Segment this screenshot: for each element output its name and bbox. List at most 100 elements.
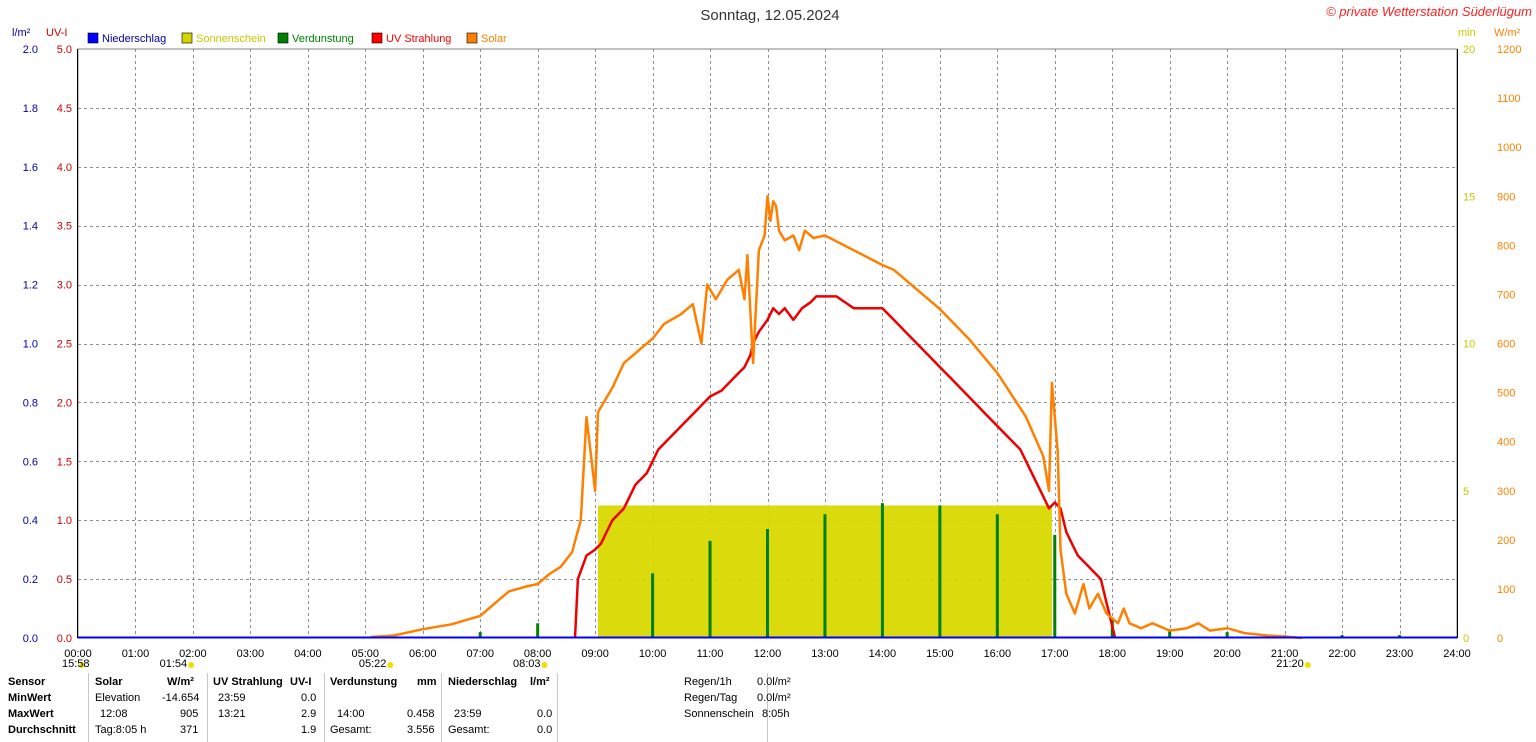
evap-max-time: 14:00 (337, 708, 365, 720)
solar-min-label: Elevation (95, 692, 141, 704)
marker-label: 15:58 (62, 658, 90, 670)
uv-avg-value: 1.9 (301, 724, 317, 736)
marker-label: 01:54 (160, 658, 188, 670)
solar-max-time: 12:08 (100, 708, 128, 720)
uv-max-time: 13:21 (218, 708, 246, 720)
solar-tick-label: 1100 (1497, 93, 1521, 105)
x-tick-label: 22:00 (1328, 648, 1356, 660)
uv-tick-label: 4.5 (57, 103, 72, 115)
evap-total-value: 3.556 (407, 724, 435, 736)
precip-tick-label: 1.8 (23, 103, 38, 115)
legend-swatch (277, 32, 289, 44)
sun-tick-label: 10 (1463, 339, 1475, 351)
marker-dot (188, 662, 195, 668)
series-layer (78, 195, 1457, 640)
x-tick-label: 17:00 (1041, 648, 1069, 660)
marker-label: 08:03 (513, 658, 541, 670)
uv-max-value: 2.9 (301, 708, 317, 720)
x-tick-label: 24:00 (1443, 648, 1471, 660)
stats-row-max: MaxWert (8, 708, 54, 720)
x-tick-label: 07:00 (466, 648, 494, 660)
precip-total-label: Gesamt: (448, 724, 490, 736)
solar-series-line (370, 195, 1303, 640)
x-tick-label: 05:00 (352, 648, 380, 660)
marker-dot (387, 662, 394, 668)
x-tick-label: 06:00 (409, 648, 437, 660)
stats-header-solar-unit: W/m² (167, 676, 194, 688)
evap-total-label: Gesamt: (330, 724, 372, 736)
x-tick-label: 21:00 (1271, 648, 1299, 660)
precip-tick-label: 0.8 (23, 397, 38, 409)
stats-table: Sensor Solar W/m² UV Strahlung UV-I Verd… (0, 673, 1536, 742)
precip-tick-label: 1.6 (23, 162, 38, 174)
uv-tick-label: 2.0 (57, 397, 72, 409)
stats-header-solar: Solar (95, 676, 123, 688)
solar-tick-label: 500 (1497, 388, 1515, 400)
x-tick-label: 20:00 (1213, 648, 1241, 660)
stats-header-precip: Niederschlag (448, 676, 518, 688)
right-axis-ticks: 0510152001002003004005006007008009001000… (1457, 44, 1521, 645)
stats-header-uv: UV Strahlung (213, 676, 283, 688)
left-axis-ticks: 0.0 0.2 0.4 0.6 0.8 1.0 1.2 1.4 1.6 1.8 2.0 0.0 0.5 1… (23, 44, 78, 645)
precip-tick-label: 0.2 (23, 574, 38, 586)
x-tick-label: 03:00 (237, 648, 265, 660)
x-axis-ticks: 00:00 01:00 02:00 03:00 04:00 05:00 06:00 07:00… (64, 648, 1471, 660)
legend-swatch (371, 32, 383, 44)
stats-header-uv-unit: UV-I (290, 676, 312, 688)
solar-tick-label: 400 (1497, 437, 1515, 449)
solar-tick-label: 700 (1497, 289, 1515, 301)
rain-day-label: Regen/Tag (684, 692, 738, 704)
x-tick-label: 16:00 (984, 648, 1012, 660)
rain-1h-value: 0.0l/m² (757, 676, 791, 688)
uv-axis-label: UV-I (46, 27, 67, 39)
x-tick-label: 19:00 (1156, 648, 1184, 660)
legend: Niederschlag Sonnenschein Verdunstung UV St… (87, 32, 507, 45)
precip-max-time: 23:59 (454, 708, 482, 720)
x-tick-label: 18:00 (1098, 648, 1126, 660)
uv-tick-label: 4.0 (57, 162, 72, 174)
uv-tick-label: 0.5 (57, 574, 72, 586)
uv-tick-label: 1.0 (57, 515, 72, 527)
sun-tick-label: 0 (1463, 633, 1469, 645)
solar-tick-label: 1000 (1497, 142, 1521, 154)
x-tick-label: 23:00 (1386, 648, 1414, 660)
marker-dot (1304, 662, 1311, 668)
precip-tick-label: 2.0 (23, 44, 38, 56)
stats-header-evap-unit: mm (417, 676, 437, 688)
uv-min-time: 23:59 (218, 692, 246, 704)
uv-tick-label: 3.5 (57, 221, 72, 233)
solar-tick-label: 200 (1497, 535, 1515, 547)
precip-tick-label: 0.6 (23, 456, 38, 468)
uv-tick-label: 2.5 (57, 339, 72, 351)
x-tick-label: 10:00 (639, 648, 667, 660)
solar-tick-label: 800 (1497, 240, 1515, 252)
marker-dot (79, 662, 85, 668)
sun-tick-label: 20 (1463, 44, 1475, 56)
uv-tick-label: 1.5 (57, 456, 72, 468)
precip-total-value: 0.0 (537, 724, 553, 736)
precip-axis-label: l/m² (12, 27, 31, 39)
time-markers: 15:58 01:54 05:22 08:03 21:20 (62, 658, 1311, 670)
marker-label: 21:20 (1276, 658, 1304, 670)
solar-avg-value: 371 (180, 724, 199, 736)
x-tick-label: 08:00 (524, 648, 552, 660)
precip-tick-label: 0.0 (23, 633, 38, 645)
x-tick-label: 01:00 (122, 648, 150, 660)
x-tick-label: 14:00 (869, 648, 897, 660)
legend-swatch (87, 32, 99, 44)
x-tick-label: 13:00 (811, 648, 839, 660)
stats-row-min: MinWert (8, 692, 52, 704)
solar-tick-label: 100 (1497, 584, 1515, 596)
x-tick-label: 11:00 (697, 648, 724, 660)
evap-max-value: 0.458 (407, 708, 435, 720)
x-tick-label: 00:00 (64, 648, 92, 660)
precip-tick-label: 0.4 (23, 515, 38, 527)
stats-header-precip-unit: l/m² (530, 676, 550, 688)
legend-label: Sonnenschein (196, 33, 266, 45)
stats-header-sensor: Sensor (8, 676, 46, 688)
uv-tick-label: 5.0 (57, 44, 72, 56)
legend-swatch (466, 32, 478, 44)
precip-tick-label: 1.4 (23, 221, 38, 233)
solar-tick-label: 600 (1497, 339, 1515, 351)
